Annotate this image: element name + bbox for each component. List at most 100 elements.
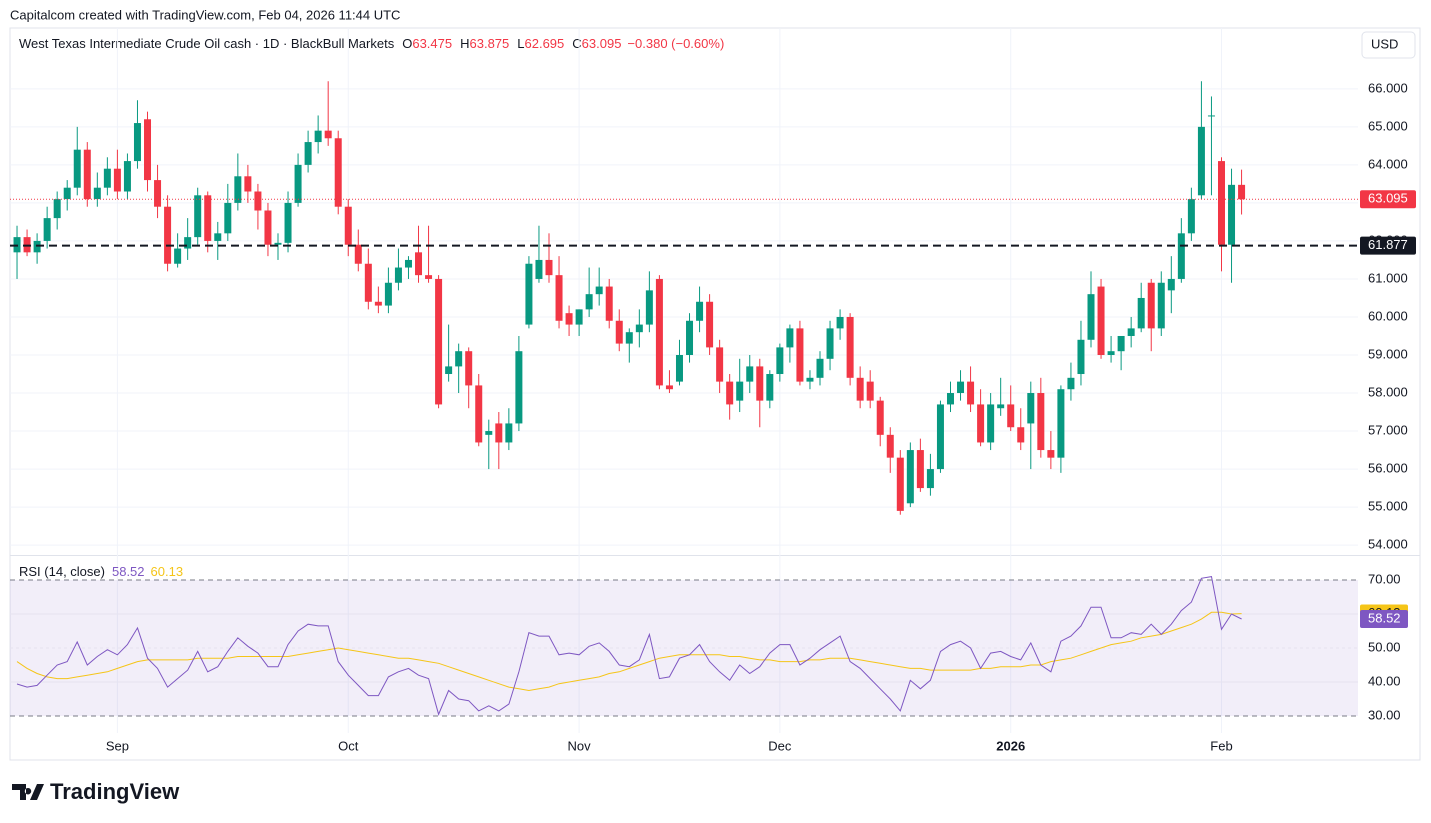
candle-body <box>756 366 764 401</box>
candle-body <box>1117 335 1125 352</box>
candle-body <box>585 294 593 310</box>
y-tick-label: 60.000 <box>1368 308 1408 323</box>
candle-body <box>696 301 704 321</box>
candle-body <box>936 404 944 470</box>
candle-body <box>1167 278 1175 291</box>
currency-label[interactable]: USD <box>1371 36 1398 51</box>
candle-body <box>485 431 493 435</box>
candle-body <box>505 423 513 443</box>
candle-body <box>1228 184 1236 245</box>
candle-body <box>706 301 714 348</box>
candle-body <box>866 381 874 401</box>
candle-body <box>736 381 744 401</box>
candle-body <box>465 351 473 386</box>
candle-body <box>856 377 864 401</box>
candle-body <box>746 366 754 382</box>
candle-body <box>404 259 412 268</box>
attribution: Capitalcom created with TradingView.com,… <box>10 7 400 22</box>
candle-body <box>113 168 121 192</box>
rsi-ma-value: 60.13 <box>151 564 184 579</box>
candle-body <box>1077 339 1085 375</box>
candle-body <box>164 206 172 264</box>
candle-body <box>495 423 503 443</box>
candle-body <box>766 374 774 401</box>
x-tick-label: Nov <box>568 738 592 753</box>
candle-body <box>1197 126 1205 196</box>
candle-body <box>655 278 663 386</box>
candle-body <box>776 347 784 375</box>
candle-body <box>204 195 212 241</box>
candle-body <box>445 366 453 375</box>
candle-body <box>174 248 182 264</box>
candle-body <box>595 286 603 295</box>
candle-body <box>836 316 844 329</box>
rsi-tick-label: 30.00 <box>1368 707 1401 722</box>
candle-body <box>83 149 91 200</box>
candle-body <box>1217 161 1225 245</box>
ohlc-value: 63.875 <box>470 36 510 51</box>
candle-body <box>334 138 342 207</box>
rsi-name: RSI (14, close) <box>19 564 105 579</box>
candle-body <box>123 161 131 192</box>
currency-button[interactable] <box>1361 31 1416 59</box>
candle-body <box>384 282 392 306</box>
candle-body <box>686 320 694 355</box>
candle-body <box>1127 328 1135 336</box>
candle-body <box>997 404 1005 409</box>
candle-body <box>1027 393 1035 424</box>
candle-body <box>515 351 523 424</box>
candle-body <box>816 358 824 378</box>
y-tick-label: 54.000 <box>1368 537 1408 552</box>
candle-body <box>665 385 673 390</box>
candle-body <box>565 313 573 325</box>
chart-frame <box>9 27 1421 761</box>
y-tick-label: 59.000 <box>1368 346 1408 361</box>
candle-body <box>1207 115 1215 117</box>
y-tick-label: 64.000 <box>1368 156 1408 171</box>
candle-body <box>144 119 152 181</box>
candle-body <box>234 176 242 203</box>
last-price-label: 63.095 <box>1368 191 1408 206</box>
y-tick-label: 58.000 <box>1368 384 1408 399</box>
candle-body <box>103 168 111 188</box>
candle-body <box>374 301 382 306</box>
candle-body <box>645 290 653 325</box>
candle-body <box>73 149 81 188</box>
candle-body <box>1177 233 1185 279</box>
legend: West Texas Intermediate Crude Oil cash ·… <box>19 36 724 51</box>
last-price-tag <box>1360 190 1416 209</box>
candle-body <box>846 316 854 378</box>
candle-body <box>194 195 202 238</box>
logo-icon <box>12 784 44 800</box>
ohlc-value: 63.095 <box>582 36 622 51</box>
y-tick-label: 66.000 <box>1368 80 1408 95</box>
candle-body <box>344 206 352 245</box>
candle-body <box>294 164 302 203</box>
candle-body <box>1107 351 1115 355</box>
candle-body <box>394 267 402 283</box>
candle-body <box>304 142 312 165</box>
y-tick-label: 55.000 <box>1368 499 1408 514</box>
rsi-tick-label: 40.00 <box>1368 673 1401 688</box>
candle-body <box>806 377 814 382</box>
candle-body <box>1147 282 1155 329</box>
rsi-line <box>16 576 1242 716</box>
candle-body <box>716 347 724 382</box>
candle-body <box>274 242 282 245</box>
candle-body <box>615 320 623 344</box>
candle-body <box>555 275 563 321</box>
x-tick-label: 2026 <box>996 738 1025 753</box>
candle-body <box>133 123 141 162</box>
candle-body <box>184 237 192 249</box>
rsi-value: 58.52 <box>112 564 145 579</box>
candle-body <box>224 202 232 234</box>
candle-body <box>957 381 965 394</box>
x-tick-label: Sep <box>106 738 129 753</box>
candle-body <box>826 328 834 359</box>
candle-body <box>977 404 985 443</box>
candle-body <box>1057 389 1065 458</box>
candle-body <box>415 252 423 276</box>
rsi-tag <box>1360 610 1408 629</box>
